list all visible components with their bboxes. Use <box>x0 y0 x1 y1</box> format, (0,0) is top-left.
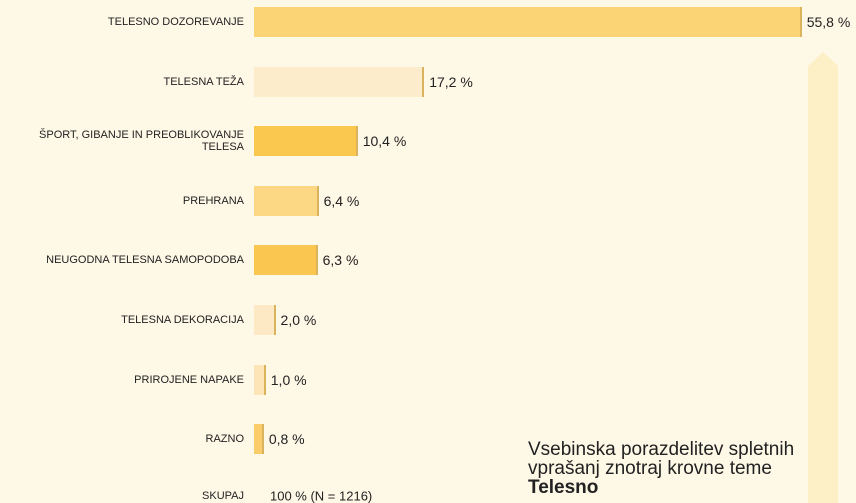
arrow <box>808 52 838 503</box>
bar <box>254 245 316 276</box>
category-label: ŠPORT, GIBANJE IN PREOBLIKOVANJE TELESA <box>39 129 244 154</box>
bar <box>254 7 800 37</box>
value-label: 1,0 % <box>270 371 307 388</box>
annotation: Vsebinska porazdelitev spletnih vprašanj… <box>528 440 798 497</box>
value-label: 10,4 % <box>362 133 407 150</box>
value-label: 55,8 % <box>806 14 851 30</box>
category-label: TELESNA TEŽA <box>163 75 245 88</box>
category-label: TELESNA DEKORACIJA <box>121 314 244 326</box>
value-label: 2,0 % <box>280 312 317 328</box>
annotation-text: Vsebinska porazdelitev spletnih vprašanj… <box>528 439 795 479</box>
value-label: 17,2 % <box>429 73 473 90</box>
bar <box>254 424 262 455</box>
bar <box>254 126 356 157</box>
bar <box>254 185 317 216</box>
category-label: NEUGODNA TELESNA SAMOPODOBA <box>46 254 244 267</box>
category-label: TELESNO DOZOREVANJE <box>107 16 244 28</box>
total-value: 100 % (N = 1216) <box>270 488 373 503</box>
category-label: PRIROJENE NAPAKE <box>134 373 244 386</box>
bar <box>254 66 423 97</box>
annotation-bold: Telesno <box>528 477 599 498</box>
value-label: 6,3 % <box>322 252 359 269</box>
category-label: RAZNO <box>205 433 245 446</box>
value-label: 6,4 % <box>323 192 360 209</box>
category-label: PREHRANA <box>182 194 244 207</box>
value-label: 0,8 % <box>268 431 305 448</box>
total-label: SKUPAJ <box>202 489 244 502</box>
bar <box>254 305 274 335</box>
bar <box>254 364 264 395</box>
